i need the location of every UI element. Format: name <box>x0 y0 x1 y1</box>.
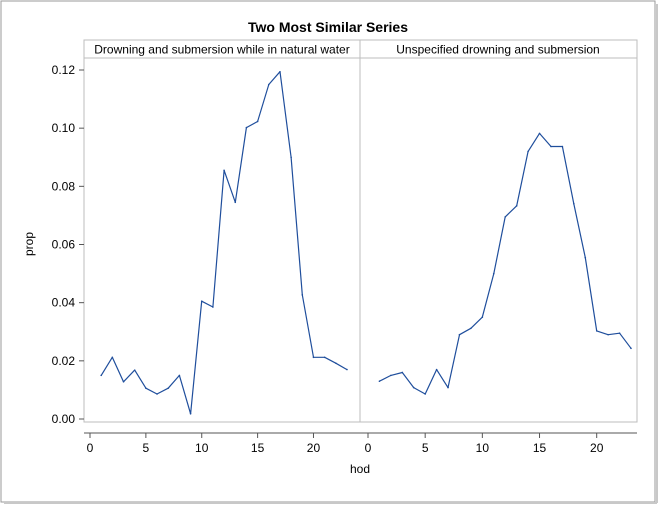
data-point-p2-13 <box>527 150 529 153</box>
chart-outer-border <box>0 0 656 503</box>
y-axis: 0.00 0.02 0.04 0.06 0.08 0.10 0.12 <box>52 63 84 426</box>
x-tick-label-p1-2: 10 <box>195 441 209 455</box>
data-point-p2-8 <box>470 327 472 330</box>
x-tick-label-p1-3: 15 <box>251 441 265 455</box>
chart-title: Two Most Similar Series <box>248 19 408 35</box>
y-axis-label: prop <box>22 232 36 256</box>
data-point-p1-14 <box>256 120 259 123</box>
data-point-p1-18 <box>301 294 304 296</box>
data-point-p2-18 <box>584 256 587 259</box>
data-point-p1-11 <box>223 169 225 172</box>
y-tick-label-2: 0.04 <box>52 296 76 310</box>
x-axis-label: hod <box>350 462 370 476</box>
data-point-p1-17 <box>290 156 292 159</box>
data-point-p2-22 <box>630 347 632 350</box>
data-point-p2-10 <box>492 272 495 275</box>
data-point-p1-1 <box>111 356 114 359</box>
data-point-p1-8 <box>189 412 192 415</box>
series-group <box>100 70 632 415</box>
data-point-p2-7 <box>458 333 461 336</box>
data-point-p1-5 <box>156 393 158 395</box>
x-tick-label-p1-1: 5 <box>143 441 150 455</box>
data-point-p2-1 <box>390 374 392 377</box>
data-point-p2-11 <box>504 216 507 218</box>
y-tick-label-0: 0.00 <box>52 412 76 426</box>
data-point-p1-3 <box>133 369 136 371</box>
x-tick-label-p1-4: 20 <box>307 441 321 455</box>
data-point-p1-7 <box>178 374 181 377</box>
data-point-p1-0 <box>100 374 102 377</box>
data-point-p1-15 <box>267 83 270 86</box>
data-point-p1-12 <box>234 201 237 204</box>
data-point-p2-6 <box>447 386 449 389</box>
x-tick-label-p1-0: 0 <box>87 441 94 455</box>
data-point-p2-19 <box>595 330 598 332</box>
x-tick-label-p2-1: 5 <box>422 441 429 455</box>
panel-2-label: Unspecified drowning and submersion <box>396 43 599 57</box>
data-point-p1-19 <box>312 356 315 359</box>
data-point-p2-5 <box>435 368 438 371</box>
data-point-p2-2 <box>401 371 404 374</box>
data-point-p2-17 <box>573 202 575 205</box>
data-point-p1-4 <box>145 387 147 389</box>
x-tick-label-p2-2: 10 <box>476 441 490 455</box>
data-point-p1-9 <box>200 300 203 303</box>
data-point-p1-2 <box>122 380 125 383</box>
data-point-p2-20 <box>607 333 609 336</box>
data-point-p1-21 <box>335 362 337 364</box>
data-point-p1-6 <box>167 387 170 389</box>
y-tick-label-3: 0.06 <box>52 238 76 252</box>
y-tick-label-1: 0.02 <box>52 354 76 368</box>
data-point-p2-12 <box>515 205 518 207</box>
y-tick-label-6: 0.12 <box>52 63 76 77</box>
x-axes: 0 5 10 15 20 0 5 10 15 20 <box>84 432 637 455</box>
data-point-p2-15 <box>550 145 552 148</box>
x-tick-label-p2-4: 20 <box>590 441 604 455</box>
data-point-p2-4 <box>424 393 426 395</box>
panel-1-label: Drowning and submersion while in natural… <box>94 43 349 57</box>
y-tick-label-5: 0.10 <box>52 121 76 135</box>
data-point-p2-14 <box>538 132 541 135</box>
data-point-p2-16 <box>561 145 564 148</box>
x-tick-label-p2-0: 0 <box>365 441 372 455</box>
data-point-p2-0 <box>378 380 381 382</box>
y-tick-label-4: 0.08 <box>52 179 76 193</box>
data-point-p2-3 <box>412 386 415 389</box>
data-point-p2-9 <box>481 316 484 319</box>
data-point-p1-20 <box>323 356 326 359</box>
x-tick-label-p2-3: 15 <box>533 441 547 455</box>
data-point-p1-10 <box>212 306 214 308</box>
data-point-p1-16 <box>279 70 281 73</box>
data-point-p1-13 <box>245 126 248 129</box>
panel-2-header <box>359 39 638 59</box>
data-point-p2-21 <box>618 332 621 335</box>
data-point-p1-22 <box>346 368 348 371</box>
